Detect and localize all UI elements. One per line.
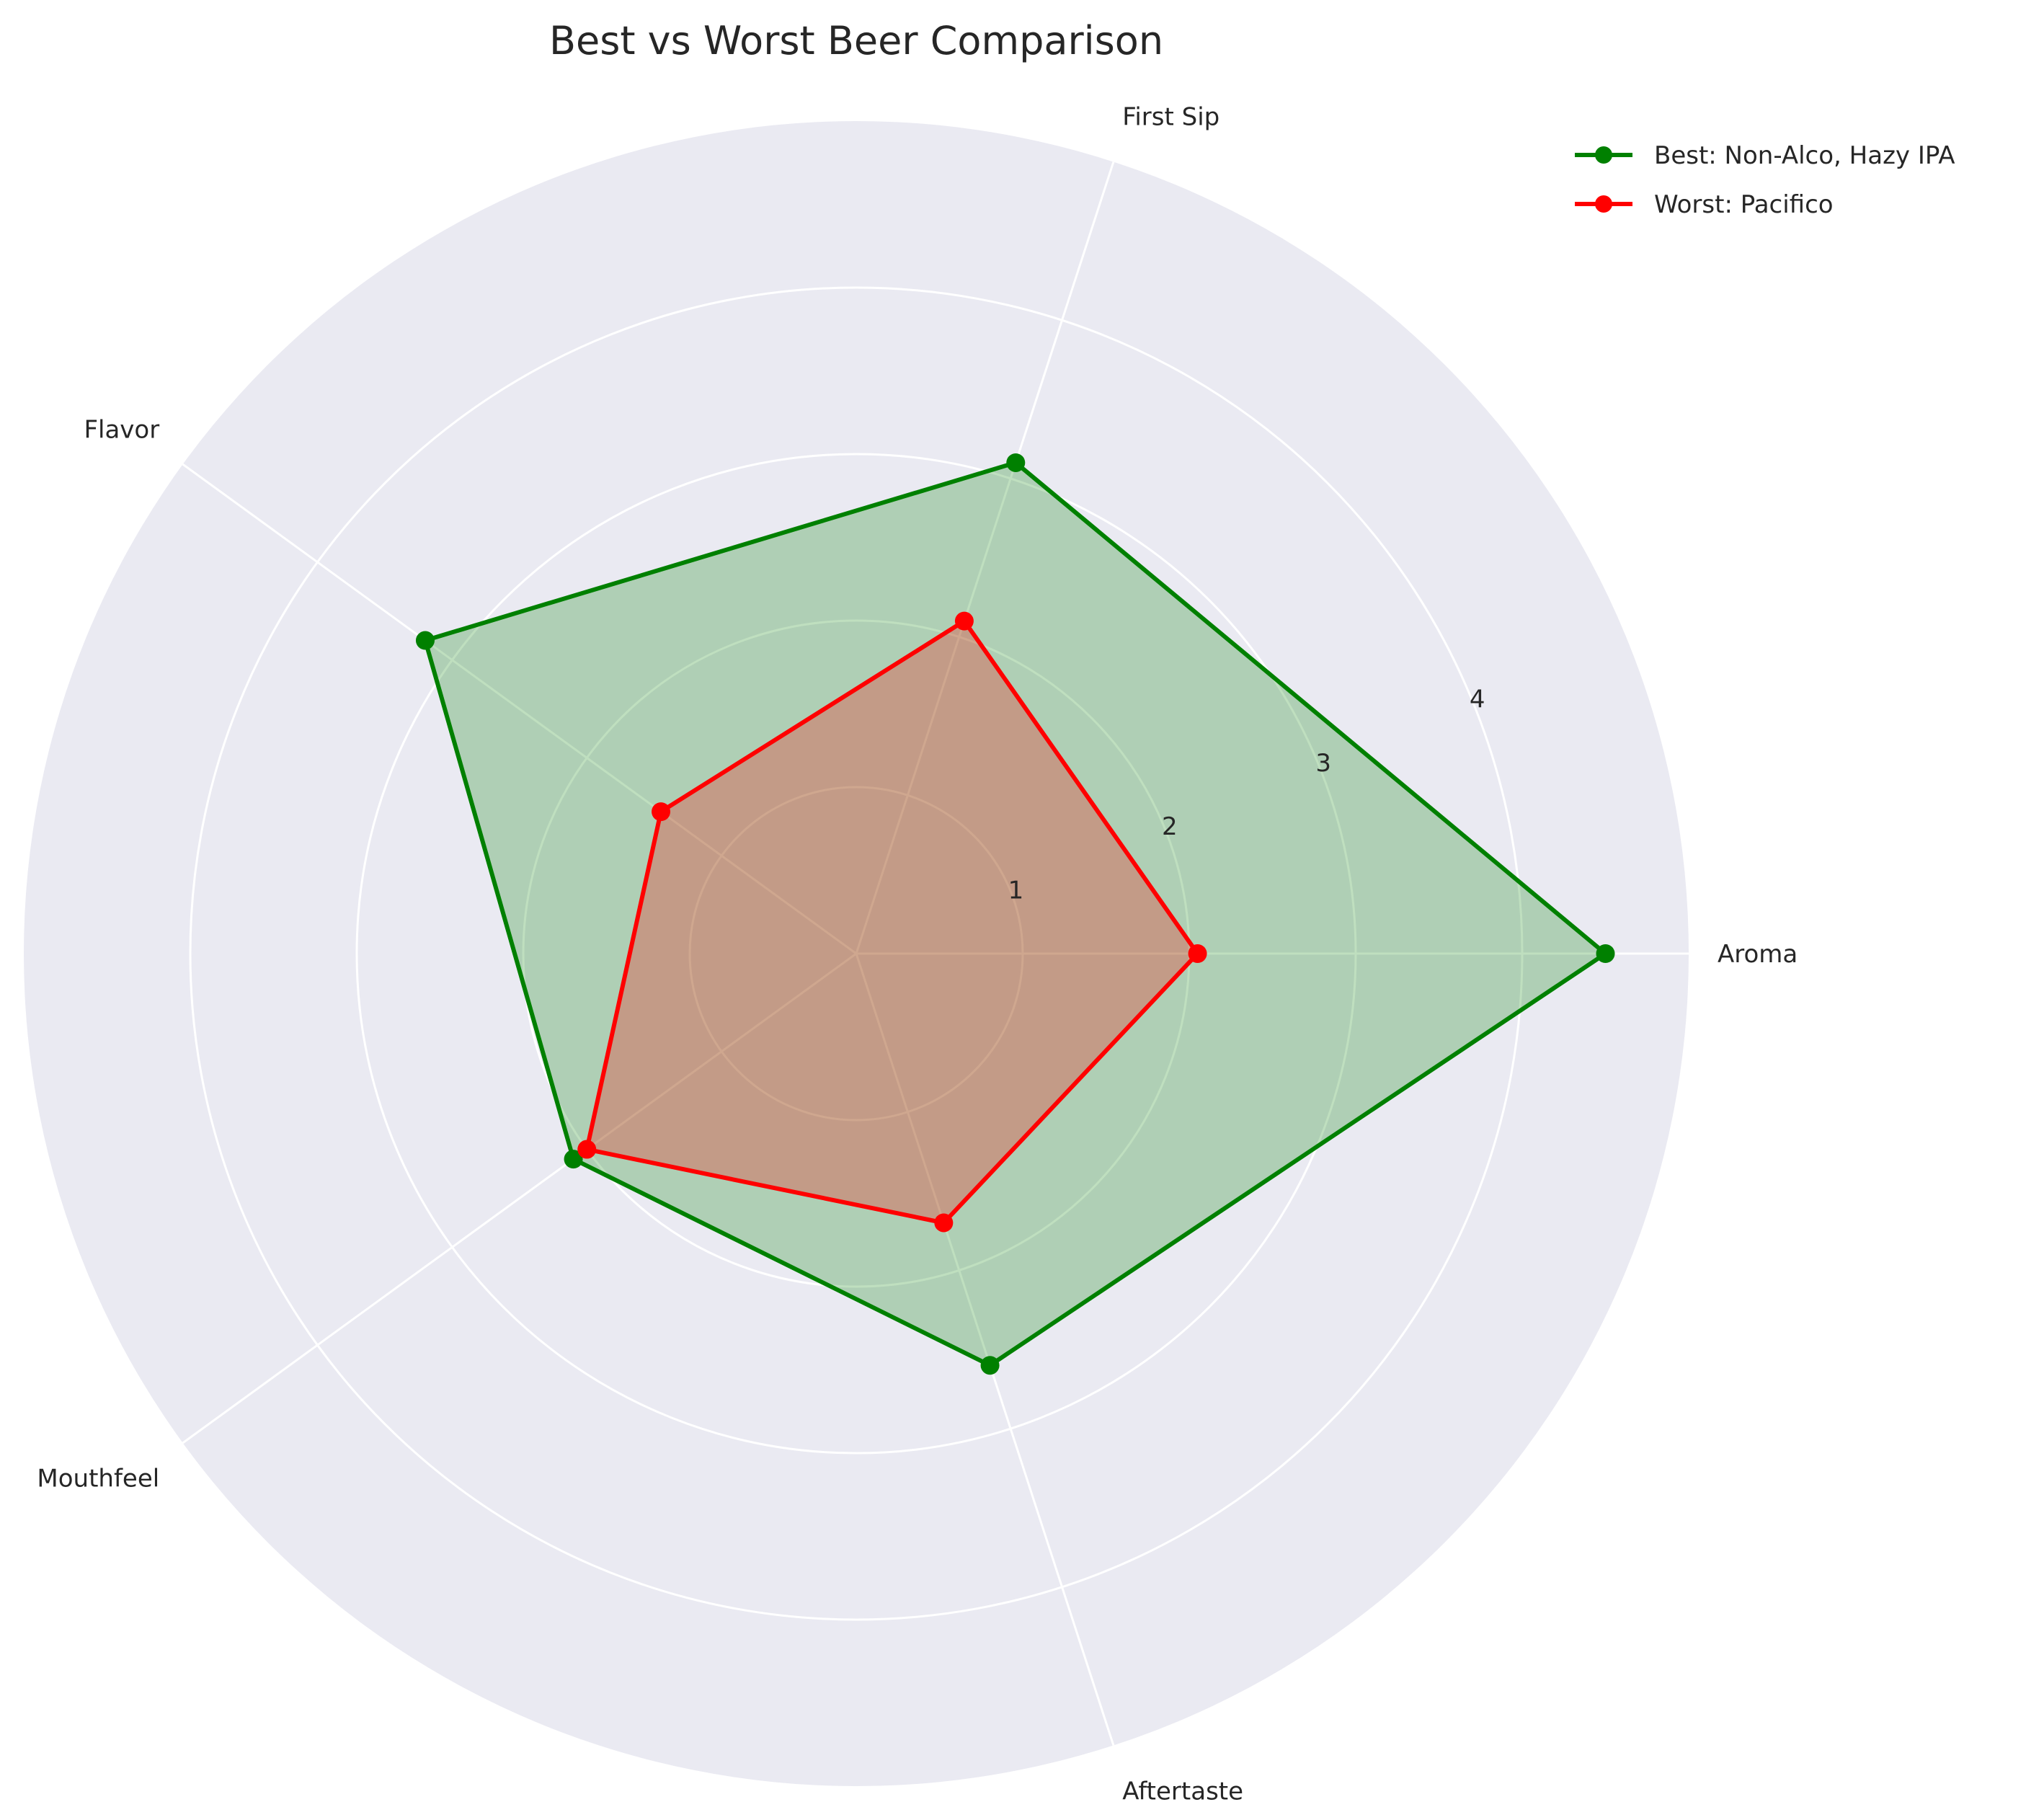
- legend-marker-0: [1595, 146, 1612, 164]
- grid-spoke: [855, 953, 1115, 1746]
- data-point-1-2: [652, 802, 671, 822]
- r-tick-label: 4: [1470, 685, 1485, 714]
- category-label-flavor: Flavor: [84, 416, 159, 445]
- legend-label-1: Worst: Pacifico: [1654, 190, 1834, 219]
- series-line-0: [423, 460, 1608, 1368]
- category-label-aroma: Aroma: [1718, 940, 1798, 969]
- series-line-1: [585, 618, 1200, 1225]
- category-label-first-sip: First Sip: [1122, 102, 1219, 131]
- legend-label-0: Best: Non-Alco, Hazy IPA: [1654, 141, 1955, 170]
- r-tick-label: 3: [1315, 749, 1331, 778]
- series-fill-1: [587, 621, 1198, 1223]
- radar-plot-area: 1 2 3 4 Aroma First Sip Flavor Mouthfeel Afterta…: [24, 102, 1798, 1806]
- data-point-1-0: [1188, 944, 1207, 963]
- category-label-mouthfeel: Mouthfeel: [37, 1464, 159, 1493]
- legend-marker-1: [1595, 195, 1612, 213]
- data-point-1-1: [954, 611, 974, 631]
- category-label-aftertaste: Aftertaste: [1122, 1777, 1243, 1806]
- data-point-1-3: [577, 1140, 597, 1159]
- data-point-0-4: [980, 1356, 1000, 1375]
- data-point-0-2: [415, 631, 435, 650]
- grid-spoke: [182, 952, 857, 1444]
- grid-spoke: [182, 463, 857, 955]
- grid-spoke: [855, 161, 1115, 954]
- legend: Best: Non-Alco, Hazy IPA Worst: Pacifico: [1575, 141, 1955, 219]
- data-point-0-3: [564, 1150, 583, 1169]
- series-fill-0: [425, 462, 1606, 1366]
- data-point-1-4: [934, 1213, 954, 1233]
- data-point-0-1: [1006, 453, 1026, 472]
- chart-title: Best vs Worst Beer Comparison: [549, 18, 1163, 63]
- r-tick-label: 1: [1008, 876, 1024, 905]
- data-point-0-0: [1596, 944, 1615, 963]
- r-tick-label: 2: [1162, 812, 1178, 841]
